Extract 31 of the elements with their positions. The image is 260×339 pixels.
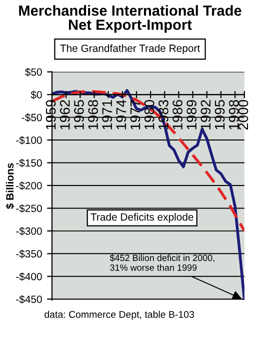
y-tick-label: $50 — [25, 68, 42, 76]
x-tick-label: 1974 — [116, 100, 126, 130]
y-tick-label: -$350 — [16, 250, 42, 258]
y-tick-label: -$450 — [16, 295, 42, 304]
y-tick-label: $0 — [30, 90, 42, 100]
y-tick-label: -$100 — [16, 136, 42, 145]
x-tick-label: 1983 — [158, 100, 168, 130]
x-tick-label: 2000 — [238, 100, 248, 130]
x-tick-label: 1980 — [144, 100, 154, 130]
y-tick-label: -$400 — [16, 272, 42, 281]
text: data: Commerce Dept, table B-103 — [44, 310, 194, 320]
x-tick-label: 1998 — [228, 100, 239, 130]
x-tick-label: 1977 — [130, 100, 140, 130]
x-tick-label: 1986 — [172, 100, 182, 130]
x-tick-label: 1992 — [200, 100, 211, 130]
y-axis-title: $ Billions — [6, 163, 14, 209]
y-tick-label: -$50 — [22, 113, 42, 122]
x-tick-label: 1968 — [88, 100, 98, 130]
x-tick-label: 1989 — [186, 100, 197, 130]
y-tick-label: -$250 — [16, 204, 42, 213]
x-tick-label: 1962 — [60, 100, 70, 130]
y-tick-label: -$200 — [16, 182, 42, 190]
annotation: $452 Bilion deficit in 2000, 31% worse than 1999 — [110, 254, 214, 271]
x-tick-label: 1971 — [102, 100, 112, 130]
annotation: Trade Deficits explode — [90, 213, 194, 223]
y-tick-label: -$150 — [16, 158, 42, 168]
chart-subtitle: The Grandfather Trade Report — [60, 44, 200, 54]
x-tick-label: 1995 — [214, 100, 225, 130]
y-tick-label: -$300 — [16, 226, 42, 236]
x-tick-label: 1965 — [74, 100, 84, 130]
chart-title: Merchandise International Trade Net Export-Import — [19, 5, 242, 33]
